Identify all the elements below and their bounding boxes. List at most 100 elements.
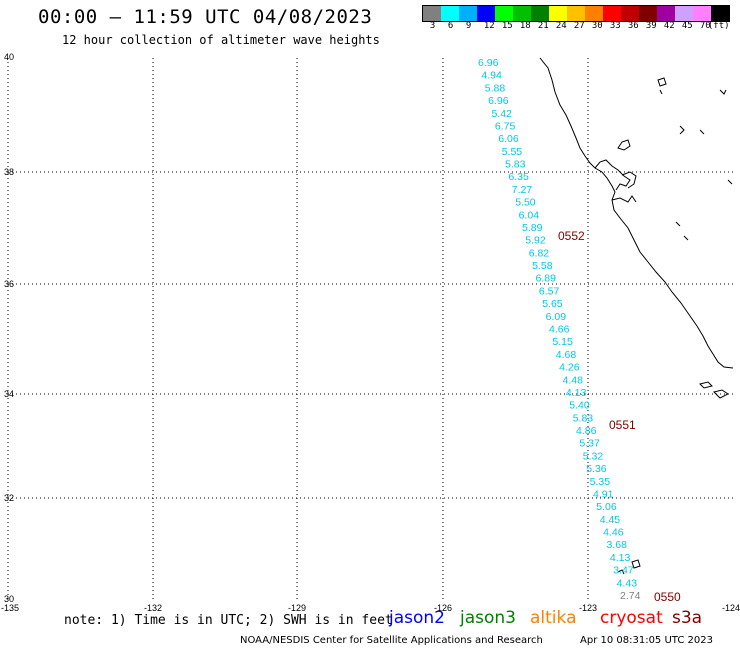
wave-height-value: 4.66 — [549, 324, 570, 336]
satellite-cryosat: cryosat — [600, 608, 663, 628]
wave-height-value: 4.86 — [576, 425, 597, 437]
satellite-s3a: s3a — [672, 608, 703, 628]
wave-height-value: 4.26 — [559, 362, 580, 374]
scale-swatch — [603, 6, 621, 21]
scale-label: 15 — [501, 21, 513, 31]
generation-timestamp: Apr 10 08:31:05 UTC 2023 — [580, 635, 713, 646]
wave-height-value: 6.89 — [536, 273, 557, 285]
scale-swatch — [693, 6, 711, 21]
map-subtitle: 12 hour collection of altimeter wave hei… — [62, 33, 380, 47]
wave-height-value: 4.13 — [610, 552, 631, 564]
latitude-gridlines — [8, 171, 733, 499]
wave-height-value: 2.74 — [620, 590, 641, 602]
scale-swatch — [477, 6, 495, 21]
wave-height-value: 5.50 — [515, 197, 536, 209]
scale-label: 6 — [447, 21, 454, 31]
scale-label: 30 — [591, 21, 603, 31]
scale-swatch — [711, 6, 729, 21]
wave-height-value: 5.36 — [586, 463, 607, 475]
lon-label-132: -132 — [144, 603, 162, 613]
wave-height-value: 4.94 — [481, 70, 502, 82]
wave-height-value: 6.75 — [495, 121, 516, 133]
wave-height-value: 6.09 — [546, 311, 567, 323]
scale-label: 42 — [663, 21, 675, 31]
lat-label-30: 30 — [4, 594, 14, 604]
scale-swatch — [675, 6, 693, 21]
lon-label-129: -129 — [288, 603, 306, 613]
wave-height-value: 5.06 — [596, 501, 617, 513]
scale-label: (ft) — [707, 21, 730, 31]
wave-height-value: 5.35 — [590, 476, 611, 488]
lat-label-36: 36 — [4, 279, 14, 289]
wave-height-value: 6.57 — [539, 285, 560, 297]
wave-height-value: 4.13 — [566, 387, 587, 399]
wave-height-value: 5.40 — [569, 400, 590, 412]
wave-height-value: 4.68 — [556, 349, 577, 361]
scale-swatch — [495, 6, 513, 21]
wave-height-values: 6.964.945.886.965.426.756.065.555.836.35… — [478, 57, 641, 602]
scale-swatch — [459, 6, 477, 21]
scale-swatch — [549, 6, 567, 21]
wave-height-value: 5.58 — [532, 260, 553, 272]
scale-swatch — [585, 6, 603, 21]
footer-note: note: 1) Time is in UTC; 2) SWH is in fe… — [64, 613, 393, 628]
scale-label: 18 — [519, 21, 531, 31]
time-label-0550: 0550 — [654, 590, 681, 604]
lat-label-32: 32 — [4, 493, 14, 503]
color-scale-labels: 3 6 9 12 15 18 21 24 27 30 33 36 39 42 45 70 (ft) — [420, 21, 740, 35]
scale-swatch — [657, 6, 675, 21]
scale-label: 24 — [555, 21, 567, 31]
wave-height-value: 6.82 — [529, 247, 550, 259]
lat-label-38: 38 — [4, 167, 14, 177]
scale-label: 3 — [429, 21, 436, 31]
longitude-labels: -135 -132 -129 -126 -123 -124 — [1, 603, 740, 613]
scale-swatch — [567, 6, 585, 21]
wave-height-value: 6.04 — [519, 209, 540, 221]
wave-height-value: 6.35 — [508, 171, 529, 183]
wave-height-value: 7.27 — [512, 184, 533, 196]
wave-height-value: 4.46 — [603, 527, 624, 539]
wave-height-value: 5.88 — [485, 82, 506, 94]
wave-height-value: 5.92 — [525, 235, 546, 247]
scale-label: 36 — [627, 21, 639, 31]
wave-height-value: 5.42 — [492, 108, 513, 120]
scale-swatch — [423, 6, 441, 21]
scale-swatch — [441, 6, 459, 21]
satellite-jason2: jason2 — [389, 608, 445, 628]
wave-height-value: 6.96 — [488, 95, 509, 107]
time-labels: 0552 0551 0550 — [558, 229, 681, 604]
wave-height-value: 5.65 — [542, 298, 563, 310]
wave-height-value: 5.83 — [505, 159, 526, 171]
lon-label-126: -126 — [434, 603, 452, 613]
color-scale-bar — [422, 5, 730, 22]
time-label-0552: 0552 — [558, 229, 585, 243]
wave-height-value: 4.43 — [617, 577, 638, 589]
satellite-altika: altika — [530, 608, 577, 628]
wave-height-value: 6.06 — [498, 133, 519, 145]
scale-swatch — [621, 6, 639, 21]
scale-label: 27 — [573, 21, 585, 31]
wave-height-value: 5.83 — [573, 412, 594, 424]
wave-height-value: 4.91 — [593, 489, 614, 501]
scale-label: 39 — [645, 21, 657, 31]
wave-height-value: 5.15 — [552, 336, 573, 348]
lat-label-40: 40 — [4, 52, 14, 62]
scale-label: 45 — [681, 21, 693, 31]
scale-label: 9 — [465, 21, 472, 31]
scale-label: 70 — [699, 21, 711, 31]
scale-label: 21 — [537, 21, 549, 31]
time-label-0551: 0551 — [609, 418, 636, 432]
scale-swatch — [513, 6, 531, 21]
wave-height-value: 5.37 — [579, 438, 600, 450]
map-title: 00:00 – 11:59 UTC 04/08/2023 — [38, 6, 373, 28]
credit-line: NOAA/NESDIS Center for Satellite Applica… — [240, 635, 543, 646]
wave-height-value: 3.68 — [607, 539, 628, 551]
latitude-labels: 40 38 36 34 32 30 — [4, 52, 14, 604]
lat-label-34: 34 — [4, 389, 14, 399]
scale-label: 12 — [483, 21, 495, 31]
coastline — [539, 57, 734, 575]
lon-label-135: -135 — [1, 603, 19, 613]
wave-height-value: 3.47 — [613, 565, 634, 577]
scale-swatch — [531, 6, 549, 21]
